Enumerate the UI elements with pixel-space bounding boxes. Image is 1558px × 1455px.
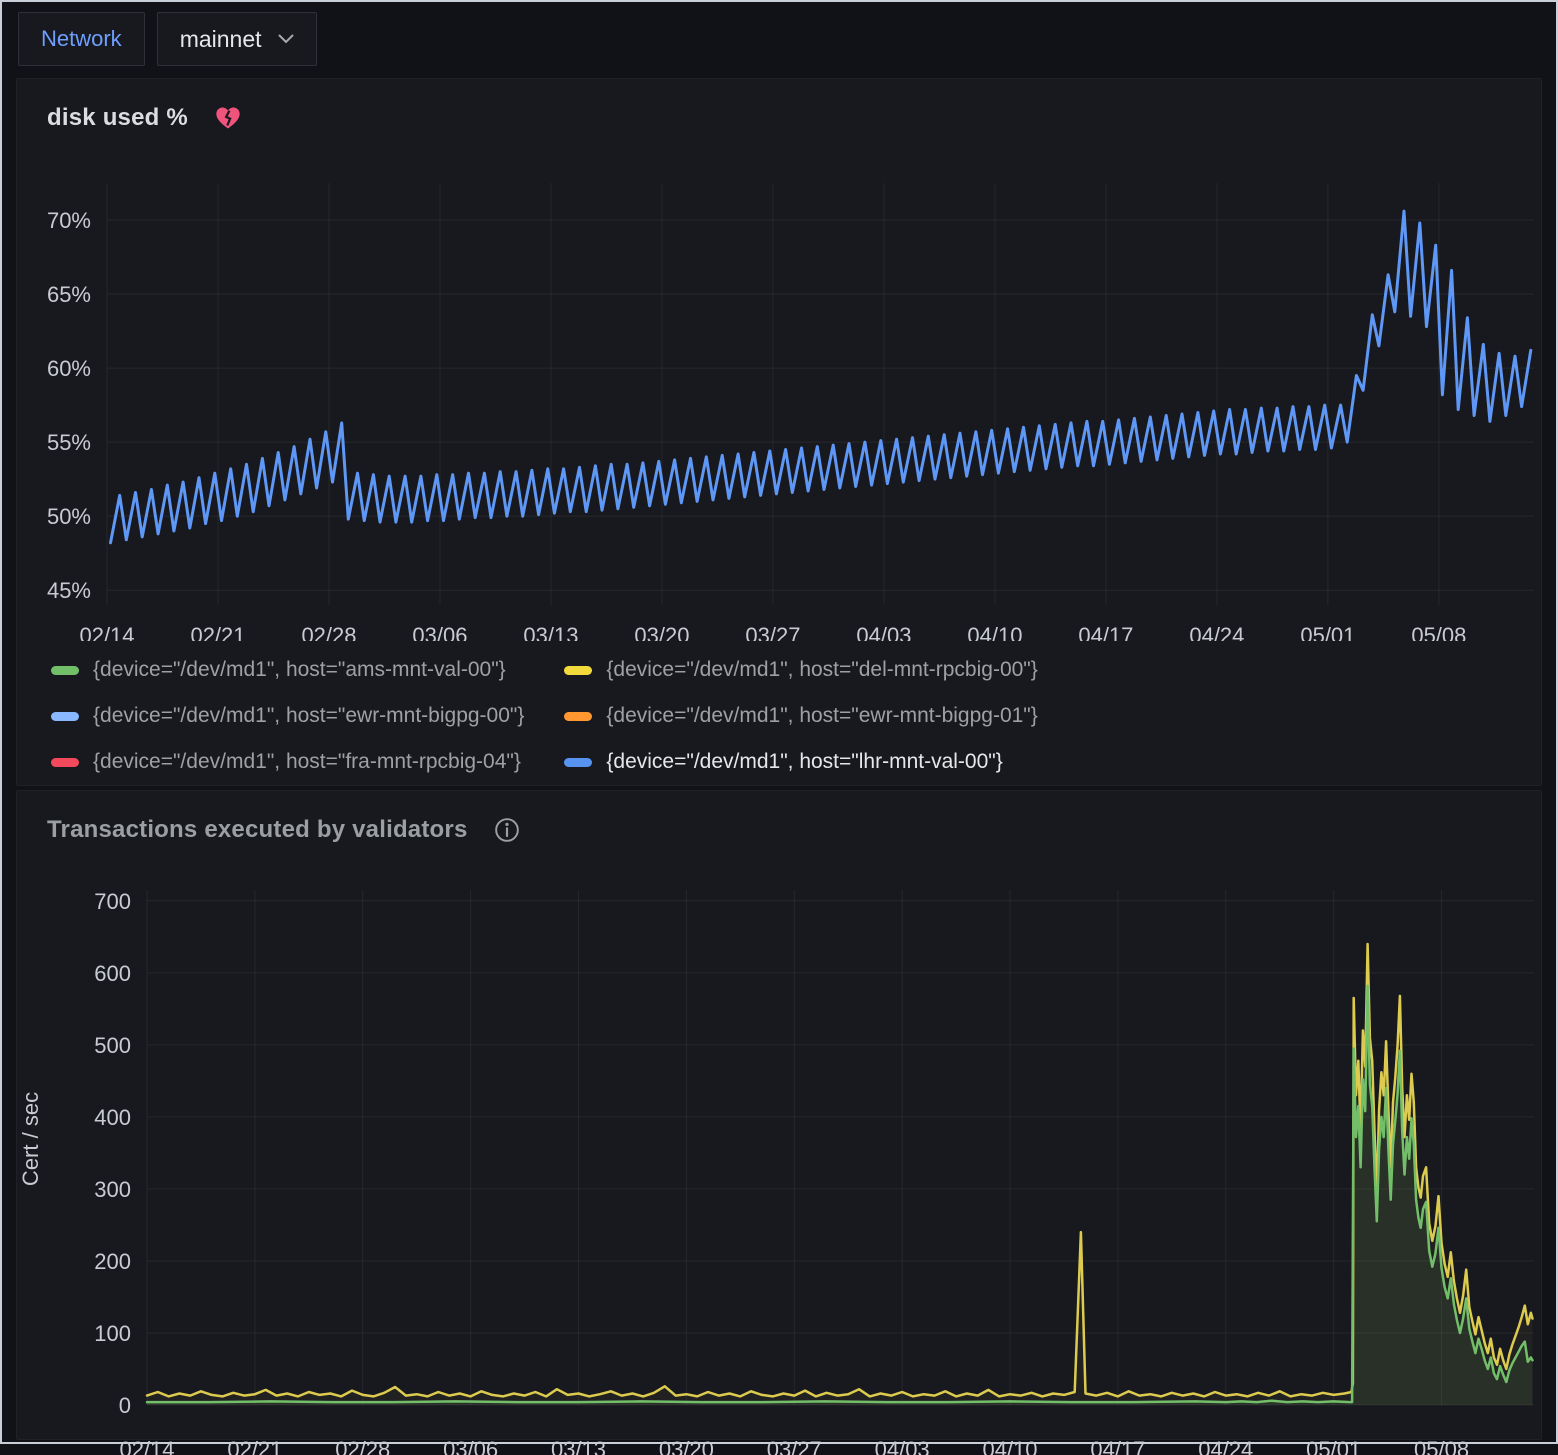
- x-tick-label: 05/01: [1306, 1437, 1361, 1455]
- disk-used-chart[interactable]: 45% 50% 55% 60% 65% 70% 02/14 02/21 02/28 03/06 03…: [17, 143, 1541, 641]
- x-tick-label: 03/06: [412, 623, 467, 641]
- legend-series-swatch: [51, 711, 79, 721]
- panel-disk-used-title: disk used %: [47, 104, 188, 131]
- x-tick-label: 04/24: [1198, 1437, 1253, 1455]
- legend-series-swatch: [51, 665, 79, 675]
- legend-series-swatch: [564, 757, 593, 767]
- series-line: [145, 942, 1534, 1398]
- y-tick-label: 60%: [47, 356, 91, 381]
- y-tick-label: 55%: [47, 430, 91, 455]
- y-axis-label: Cert / sec: [18, 1091, 43, 1187]
- network-variable-label[interactable]: Network: [18, 12, 145, 66]
- x-tick-label: 02/28: [301, 623, 356, 641]
- x-tick-label: 04/03: [875, 1437, 930, 1455]
- y-tick-label: 45%: [47, 578, 91, 603]
- x-tick-label: 03/20: [634, 623, 689, 641]
- y-tick-label: 600: [94, 961, 131, 986]
- info-icon[interactable]: [494, 817, 520, 843]
- x-tick-label: 02/14: [119, 1437, 174, 1455]
- x-tick-label: 03/13: [551, 1437, 606, 1455]
- legend-item[interactable]: {device="/dev/md1", host="ewr-mnt-bigpg-…: [564, 693, 1038, 739]
- y-tick-label: 200: [94, 1249, 131, 1274]
- x-tick-label: 05/01: [1300, 623, 1355, 641]
- legend-series-label: {device="/dev/md1", host="fra-mnt-rpcbig…: [93, 750, 521, 773]
- legend-item[interactable]: {device="/dev/md1", host="ewr-mnt-bigpg-…: [51, 693, 524, 739]
- chevron-down-icon: [278, 34, 294, 44]
- y-tick-label: 300: [94, 1177, 131, 1202]
- x-tick-label: 03/27: [745, 623, 800, 641]
- y-tick-label: 50%: [47, 504, 91, 529]
- y-tick-label: 400: [94, 1105, 131, 1130]
- legend-series-label: {device="/dev/md1", host="lhr-mnt-val-00…: [606, 750, 1003, 773]
- legend-item[interactable]: {device="/dev/md1", host="ams-mnt-val-00…: [51, 647, 524, 693]
- y-tick-label: 70%: [47, 208, 91, 233]
- series-line: [145, 984, 1534, 1404]
- disk-used-legend: {device="/dev/md1", host="ams-mnt-val-00…: [17, 641, 1541, 785]
- legend-series-swatch: [564, 711, 593, 721]
- series-fill: [147, 985, 1533, 1405]
- series-line: [109, 209, 1533, 545]
- y-tick-label: 0: [119, 1393, 131, 1418]
- x-tick-label: 03/20: [659, 1437, 714, 1455]
- network-variable-value: mainnet: [179, 25, 262, 52]
- panel-disk-used-header[interactable]: disk used %: [17, 79, 1541, 143]
- x-tick-label: 04/17: [1078, 623, 1133, 641]
- x-tick-label: 04/17: [1090, 1437, 1145, 1455]
- x-tick-label: 03/06: [443, 1437, 498, 1455]
- legend-series-swatch: [564, 665, 593, 675]
- x-tick-label: 04/24: [1189, 623, 1244, 641]
- broken-heart-icon: [216, 107, 240, 129]
- network-variable-dropdown[interactable]: mainnet: [156, 12, 317, 66]
- legend-item[interactable]: {device="/dev/md1", host="fra-mnt-rpcbig…: [51, 739, 524, 785]
- dashboard-variables-bar: Network mainnet: [2, 2, 1556, 78]
- x-tick-label: 05/08: [1414, 1437, 1469, 1455]
- y-tick-label: 100: [94, 1321, 131, 1346]
- legend-item[interactable]: {device="/dev/md1", host="lhr-mnt-val-00…: [564, 739, 1037, 785]
- y-tick-label: 500: [94, 1033, 131, 1058]
- x-tick-label: 02/21: [227, 1437, 282, 1455]
- panel-transactions-title: Transactions executed by validators: [47, 816, 468, 843]
- legend-series-label: {device="/dev/md1", host="ewr-mnt-bigpg-…: [606, 704, 1038, 727]
- legend-series-label: {device="/dev/md1", host="ams-mnt-val-00…: [93, 658, 506, 681]
- x-tick-label: 04/10: [967, 623, 1022, 641]
- x-tick-label: 02/28: [335, 1437, 390, 1455]
- x-tick-label: 05/08: [1411, 623, 1466, 641]
- y-tick-label: 65%: [47, 282, 91, 307]
- panel-disk-used: disk used % 45% 50% 55% 60% 65% 70% 02/14 02/21…: [16, 78, 1542, 786]
- legend-series-swatch: [51, 757, 79, 767]
- x-tick-label: 02/14: [79, 623, 134, 641]
- series-fill: [147, 944, 1533, 1405]
- x-tick-label: 03/27: [767, 1437, 822, 1455]
- transactions-chart[interactable]: 0 100 200 300 400 500 600 700 02/14 02/21 02/28 03/…: [17, 855, 1541, 1455]
- legend-series-label: {device="/dev/md1", host="del-mnt-rpcbig…: [606, 658, 1038, 681]
- x-tick-label: 04/03: [856, 623, 911, 641]
- panel-transactions: Transactions executed by validators Cert…: [16, 790, 1542, 1455]
- panel-transactions-header[interactable]: Transactions executed by validators: [17, 791, 1541, 855]
- legend-series-label: {device="/dev/md1", host="ewr-mnt-bigpg-…: [93, 704, 525, 727]
- x-tick-label: 04/10: [982, 1437, 1037, 1455]
- x-tick-label: 02/21: [190, 623, 245, 641]
- x-tick-label: 03/13: [523, 623, 578, 641]
- network-variable-label-text: Network: [41, 26, 122, 51]
- legend-item[interactable]: {device="/dev/md1", host="del-mnt-rpcbig…: [564, 647, 1038, 693]
- y-tick-label: 700: [94, 889, 131, 914]
